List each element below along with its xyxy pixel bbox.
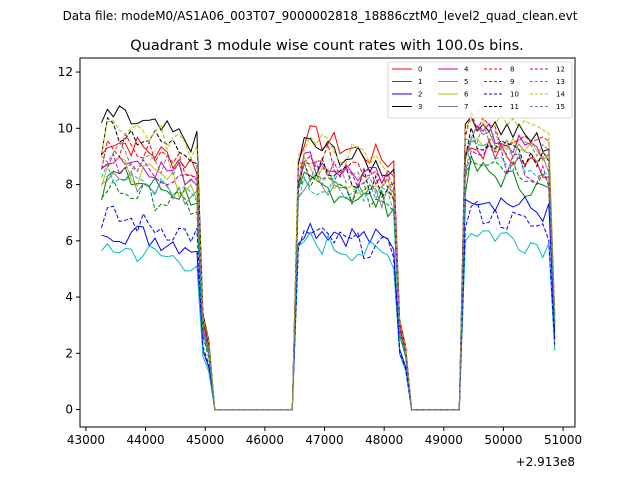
series-line-15	[101, 120, 556, 411]
legend-label-3: 3	[418, 103, 422, 111]
legend-label-8: 8	[510, 66, 514, 74]
y-tick-label: 0	[65, 403, 73, 417]
legend-label-14: 14	[556, 91, 565, 99]
series-line-2	[101, 195, 556, 411]
series-line-6	[101, 137, 556, 411]
series-line-0	[101, 125, 556, 411]
legend-label-6: 6	[464, 91, 469, 99]
legend-label-11: 11	[510, 103, 519, 111]
x-tick-label: 47000	[305, 433, 343, 447]
series-line-9	[101, 160, 556, 411]
series-line-11	[101, 116, 556, 411]
series-line-13	[101, 136, 556, 411]
legend-label-0: 0	[418, 66, 422, 74]
legend-label-4: 4	[464, 66, 469, 74]
chart-suptitle: Data file: modeM0/AS1A06_003T07_90000028…	[63, 9, 578, 23]
plot-area	[79, 57, 576, 428]
x-tick-label: 49000	[425, 433, 463, 447]
y-tick-label: 12	[58, 65, 73, 79]
y-tick-label: 10	[58, 121, 73, 135]
legend-label-10: 10	[510, 91, 519, 99]
x-tick-label: 44000	[127, 433, 165, 447]
series-line-10	[101, 200, 556, 411]
y-tick-label: 4	[65, 290, 73, 304]
legend-label-2: 2	[418, 91, 422, 99]
x-tick-label: 46000	[246, 433, 284, 447]
legend-label-5: 5	[464, 78, 468, 86]
legend-label-12: 12	[556, 66, 565, 74]
series-line-12	[101, 144, 556, 411]
series-line-7	[101, 126, 556, 411]
x-axis: 43000 44000 45000 46000 47000 48000 49000 50000…	[67, 427, 582, 447]
legend-label-1: 1	[418, 78, 422, 86]
legend-label-13: 13	[556, 78, 565, 86]
legend-label-9: 9	[510, 78, 514, 86]
series-line-1	[101, 153, 556, 411]
legend-box	[387, 61, 573, 119]
x-offset-label: +2.913e8	[516, 455, 575, 469]
x-tick-label: 48000	[365, 433, 403, 447]
x-tick-label: 43000	[67, 433, 105, 447]
x-tick-label: 45000	[186, 433, 224, 447]
chart-title: Quadrant 3 module wise count rates with …	[130, 38, 524, 54]
y-tick-label: 2	[65, 346, 73, 360]
series-line-5	[101, 230, 556, 411]
y-axis: 0 2 4 6 8 10 12	[58, 65, 80, 417]
x-tick-label: 51000	[544, 433, 582, 447]
y-tick-label: 8	[65, 178, 73, 192]
y-tick-label: 6	[65, 234, 73, 248]
series-lines	[101, 105, 556, 411]
x-tick-label: 50000	[484, 433, 522, 447]
legend-label-7: 7	[464, 103, 468, 111]
legend-label-15: 15	[556, 103, 565, 111]
